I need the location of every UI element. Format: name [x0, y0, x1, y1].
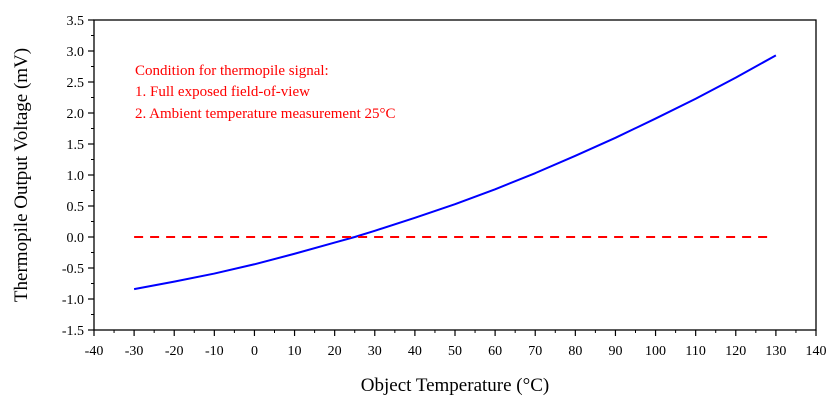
- x-tick-label: 40: [408, 344, 422, 359]
- x-tick-label: 130: [765, 344, 786, 359]
- x-tick-label: -40: [85, 344, 104, 359]
- x-tick-label: 0: [251, 344, 258, 359]
- y-axis-title: Thermopile Output Voltage (mV): [11, 48, 32, 302]
- x-tick-label: 140: [806, 344, 827, 359]
- annotation-line-1: Condition for thermopile signal:: [135, 63, 329, 79]
- annotation-line-3: 2. Ambient temperature measurement 25°C: [135, 106, 396, 122]
- x-tick-label: 110: [685, 344, 705, 359]
- thermopile-voltage-curve: [133, 54, 777, 291]
- x-tick-label: 90: [608, 344, 622, 359]
- y-tick-label: 3.5: [67, 14, 85, 29]
- y-tick-label: 1.0: [67, 169, 85, 184]
- x-tick-label: -20: [165, 344, 184, 359]
- y-tick-label: 0.0: [67, 231, 85, 246]
- x-tick-label: 50: [448, 344, 462, 359]
- y-tick-label: 3.0: [67, 45, 85, 60]
- x-tick-label: 80: [568, 344, 582, 359]
- y-tick-label: 2.0: [67, 107, 85, 122]
- x-tick-label: 100: [645, 344, 666, 359]
- x-tick-label: 30: [368, 344, 382, 359]
- y-tick-label: -1.0: [62, 293, 84, 308]
- x-tick-label: -30: [125, 344, 144, 359]
- x-tick-label: 10: [288, 344, 302, 359]
- y-tick-label: 1.5: [67, 138, 85, 153]
- y-tick-label: -0.5: [62, 262, 84, 277]
- annotation-line-2: 1. Full exposed field-of-view: [135, 84, 310, 100]
- y-axis-ticks: -1.5 -1.0 -0.5 0.0 0.5 1.0 1.5 2.0 2.5 3.0 3.5: [62, 14, 94, 339]
- series-layer: [133, 54, 777, 291]
- x-tick-label: 120: [725, 344, 746, 359]
- x-tick-label: -10: [205, 344, 224, 359]
- x-tick-label: 60: [488, 344, 502, 359]
- x-tick-label: 70: [528, 344, 542, 359]
- y-tick-label: 2.5: [67, 76, 85, 91]
- x-axis-ticks: -40 -30 -20 -10 0 10 20 30 40 50 60 70 80 90 100 110 120…: [85, 330, 827, 359]
- x-axis-title: Object Temperature (°C): [361, 375, 549, 396]
- y-tick-label: 0.5: [67, 200, 85, 215]
- y-tick-label: -1.5: [62, 324, 84, 339]
- x-tick-label: 20: [328, 344, 342, 359]
